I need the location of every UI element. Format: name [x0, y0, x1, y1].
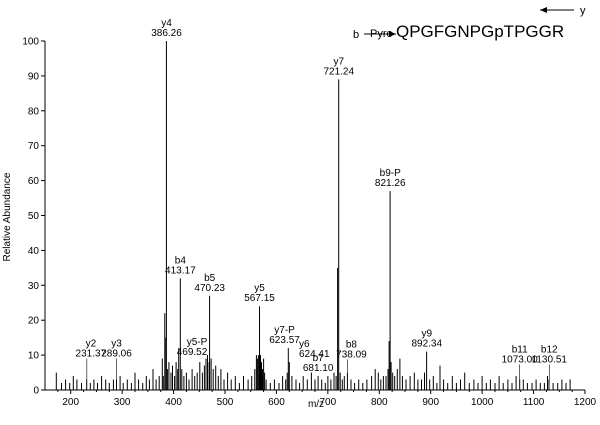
y-ion-direction-label: y	[580, 5, 586, 17]
peak-ion-label: b8	[346, 340, 358, 351]
b-ion-arrowhead	[389, 31, 396, 37]
peak-mz-label: 1130.51	[532, 355, 568, 366]
peak-mz-label: 289.06	[101, 349, 132, 360]
y-tick-label: 100	[22, 37, 39, 48]
y-tick-label: 80	[28, 106, 40, 117]
peak-mz-label: 821.26	[375, 178, 406, 189]
peak-ion-label: y4	[161, 18, 172, 29]
peaks-layer	[55, 41, 571, 390]
sequence-peptide: QPGFGNPGpTPGGR	[396, 22, 564, 41]
x-tick-label: 700	[320, 397, 337, 408]
x-tick-label: 1100	[523, 397, 545, 408]
peak-mz-label: 413.17	[165, 265, 196, 276]
peak-mz-label: 469.52	[177, 347, 208, 358]
peak-mz-label: 721.24	[323, 66, 354, 77]
peak-mz-label: 681.10	[303, 363, 334, 374]
peak-mz-label: 624.41	[299, 349, 330, 360]
peak-ion-label: y2	[86, 339, 97, 350]
y-tick-label: 0	[33, 386, 39, 397]
peak-ion-label: b4	[175, 255, 187, 266]
y-tick-label: 90	[28, 71, 40, 82]
y-tick-label: 10	[28, 351, 40, 362]
peak-mz-label: 623.57	[269, 335, 300, 346]
x-tick-label: 600	[268, 397, 285, 408]
peak-ion-label: y6	[299, 339, 310, 350]
y-ion-arrowhead	[540, 7, 547, 13]
peak-ion-label: y7	[333, 56, 344, 67]
peptide-sequence-annotation: Pyro QPGFGNPGpTPGGR b y	[353, 5, 586, 41]
peak-ion-label: b5	[204, 273, 216, 284]
x-tick-label: 300	[114, 397, 131, 408]
x-tick-label: 400	[165, 397, 182, 408]
x-tick-label: 900	[422, 397, 439, 408]
y-tick-label: 40	[28, 246, 40, 257]
x-tick-label: 200	[62, 397, 79, 408]
x-tick-label: 1200	[574, 397, 597, 408]
peak-mz-label: 892.34	[411, 339, 442, 350]
peak-mz-label: 567.15	[244, 293, 275, 304]
b-ion-direction-label: b	[353, 29, 359, 41]
peak-ion-label: b12	[541, 345, 558, 356]
peak-ion-label: b11	[512, 345, 528, 356]
y-tick-label: 50	[28, 211, 40, 222]
x-axis-title: m/z	[308, 399, 324, 410]
y-tick-label: 20	[28, 316, 40, 327]
x-tick-label: 1000	[471, 397, 494, 408]
peak-ion-label: b9-P	[380, 168, 401, 179]
x-tick-label: 500	[217, 397, 234, 408]
peak-ion-label: y5-P	[187, 337, 208, 348]
y-tick-label: 70	[28, 141, 40, 152]
x-tick-label: 800	[371, 397, 388, 408]
y-axis-title: Relative Abundance	[2, 172, 13, 261]
peak-mz-label: 738.09	[336, 350, 367, 361]
peak-mz-label: 386.26	[151, 28, 182, 39]
peak-ion-label: y5	[254, 283, 265, 294]
peak-mz-label: 1073.00	[502, 355, 539, 366]
axes-layer: 0 10 20 30 40 50 60 70 80 90 100 200 300 400 500 600 700…	[22, 37, 596, 409]
peak-ion-label: b7	[313, 353, 325, 364]
y-tick-label: 30	[28, 281, 40, 292]
peak-mz-label: 470.23	[194, 283, 225, 294]
peak-labels-layer: y2231.37y3289.06y4386.26b4413.17y5-P469.…	[76, 18, 568, 380]
y-tick-label: 60	[28, 176, 40, 187]
peak-ion-label: y3	[111, 339, 122, 350]
peak-ion-label: y7-P	[274, 325, 295, 336]
peak-mz-label: 231.37	[76, 349, 107, 360]
peak-ion-label: y9	[421, 329, 432, 340]
